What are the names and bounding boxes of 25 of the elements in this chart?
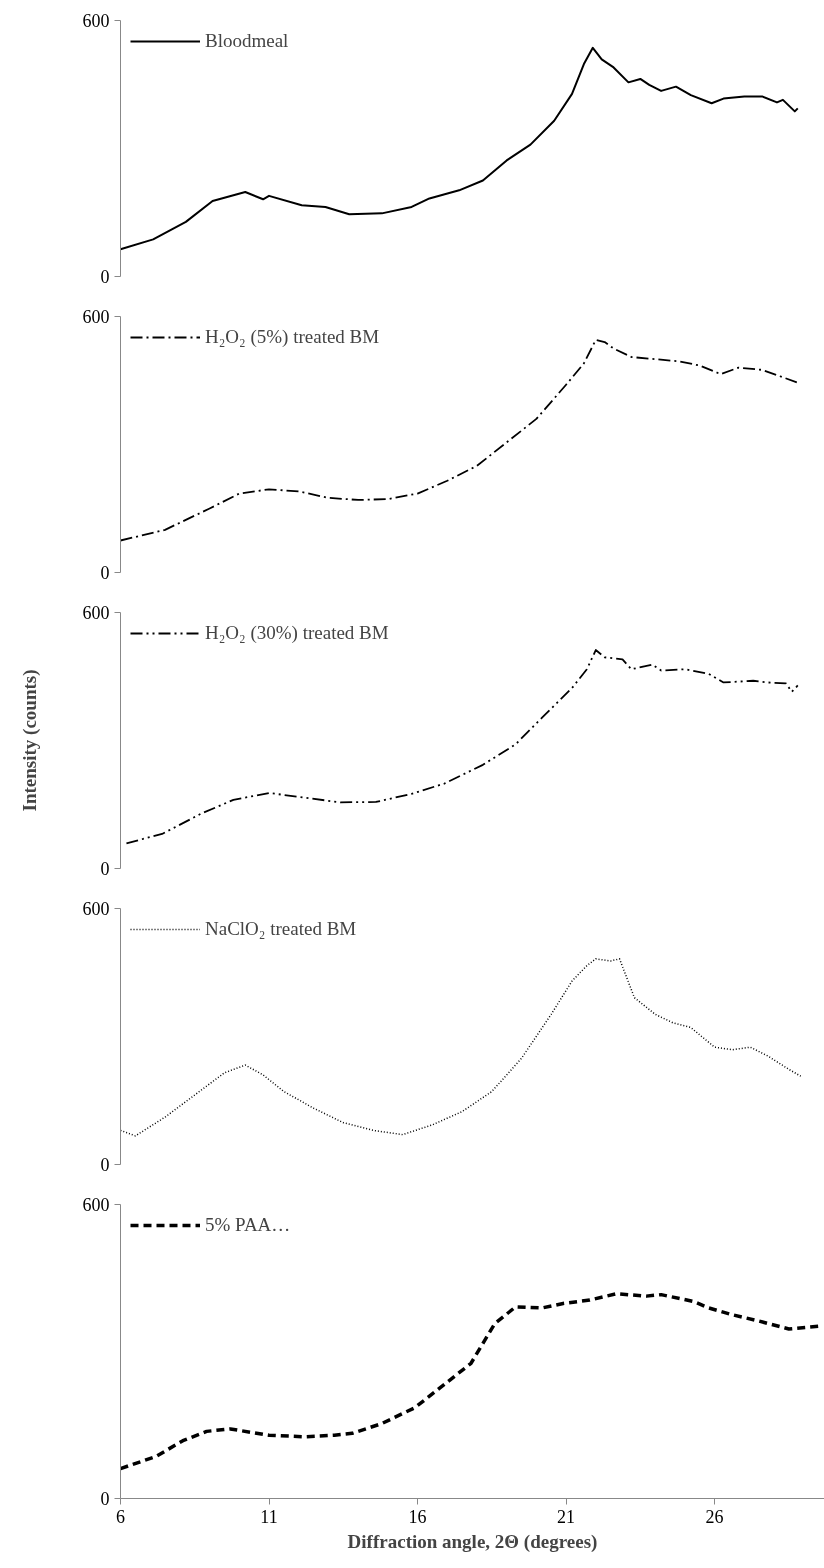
legend-label: NaClO₂ treated BM	[205, 918, 357, 940]
y-tick-label: 0	[100, 859, 110, 879]
y-tick-label: 600	[82, 1195, 110, 1215]
legend-label: Bloodmeal	[205, 30, 289, 52]
line-series	[125, 649, 799, 845]
legend-label: H₂O₂ (5%) treated BM	[205, 326, 380, 348]
legend-label: 5% PAA…	[205, 1214, 291, 1236]
y-tick-label: 600	[82, 307, 110, 327]
y-tick-label: 0	[100, 1489, 110, 1509]
y-tick-label: 600	[82, 899, 110, 919]
x-tick-label: 21	[557, 1506, 576, 1527]
line-series	[120, 958, 802, 1137]
y-tick-label: 0	[100, 267, 110, 287]
y-tick-label: 0	[100, 563, 110, 583]
x-axis-title: Diffraction angle, 2Θ (degrees)	[347, 1530, 598, 1553]
line-series	[120, 46, 799, 251]
x-tick-label: 11	[260, 1506, 278, 1527]
y-tick-label: 0	[100, 1155, 110, 1175]
y-axis-title: Intensity (counts)	[18, 669, 41, 812]
legend-label: H₂O₂ (30%) treated BM	[205, 622, 389, 644]
y-tick-label: 600	[82, 11, 110, 31]
x-tick-label: 26	[705, 1506, 724, 1527]
x-tick-label: 16	[408, 1506, 427, 1527]
y-tick-label: 600	[82, 603, 110, 623]
x-tick-label: 6	[116, 1506, 125, 1527]
